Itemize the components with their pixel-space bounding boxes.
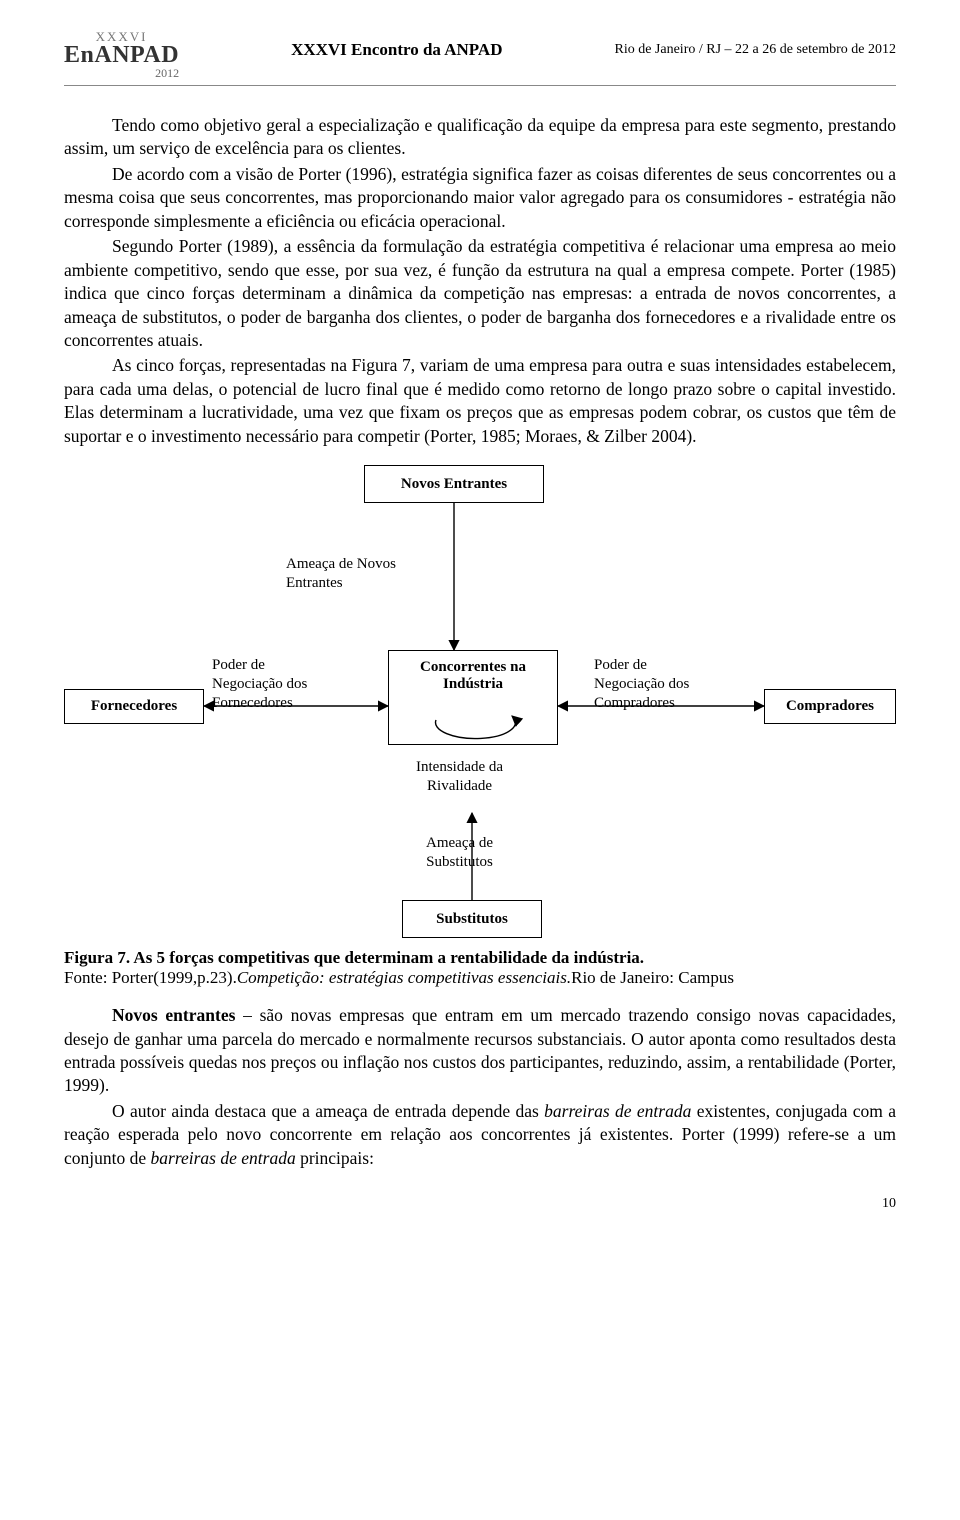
- para-6a: O autor ainda destaca que a ameaça de en…: [112, 1101, 544, 1121]
- term-novos-entrantes: Novos entrantes: [112, 1005, 235, 1025]
- para-3: Segundo Porter (1989), a essência da for…: [64, 235, 896, 352]
- node-suppliers: Fornecedores: [64, 689, 204, 724]
- source-prefix: Fonte: Porter(1999,p.23).: [64, 968, 237, 987]
- page-number: 10: [64, 1196, 896, 1212]
- source-tail: Rio de Janeiro: Campus: [571, 968, 734, 987]
- source-italic: Competição: estratégias competitivas ess…: [237, 968, 571, 987]
- node-new-entrants: Novos Entrantes: [364, 465, 544, 503]
- node-substitutes: Substitutos: [402, 900, 542, 938]
- figure-caption: Figura 7. As 5 forças competitivas que d…: [64, 948, 896, 968]
- para-5: Novos entrantes – são novas empresas que…: [64, 1004, 896, 1098]
- five-forces-diagram: Novos Entrantes Concorrentes na Indústri…: [64, 460, 896, 940]
- label-power-suppliers: Poder de Negociação dos Fornecedores: [212, 656, 307, 712]
- node-center: Concorrentes na Indústria: [388, 650, 558, 745]
- figure-source: Fonte: Porter(1999,p.23).Competição: est…: [64, 968, 896, 988]
- para-4: As cinco forças, representadas na Figura…: [64, 354, 896, 448]
- label-threat-entrants: Ameaça de Novos Entrantes: [286, 555, 396, 593]
- label-rivalry: Intensidade da Rivalidade: [416, 758, 503, 796]
- brand-year: 2012: [64, 67, 179, 79]
- para-2: De acordo com a visão de Porter (1996), …: [64, 163, 896, 233]
- label-threat-subs: Ameaça de Substitutos: [426, 834, 493, 872]
- label-power-buyers: Poder de Negociação dos Compradores: [594, 656, 689, 712]
- page-header: XXXVI EnANPAD 2012 XXXVI Encontro da ANP…: [64, 30, 896, 86]
- para-6e: principais:: [296, 1148, 374, 1168]
- para-6: O autor ainda destaca que a ameaça de en…: [64, 1100, 896, 1170]
- node-buyers: Compradores: [764, 689, 896, 724]
- term-barreiras-1: barreiras de entrada: [544, 1101, 691, 1121]
- term-barreiras-2: barreiras de entrada: [151, 1148, 296, 1168]
- header-venue: Rio de Janeiro / RJ – 22 a 26 de setembr…: [614, 30, 896, 58]
- logo-block: XXXVI EnANPAD 2012: [64, 30, 179, 79]
- brand-name: EnANPAD: [64, 43, 179, 67]
- header-title: XXXVI Encontro da ANPAD: [179, 30, 614, 60]
- para-1: Tendo como objetivo geral a especializaç…: [64, 114, 896, 161]
